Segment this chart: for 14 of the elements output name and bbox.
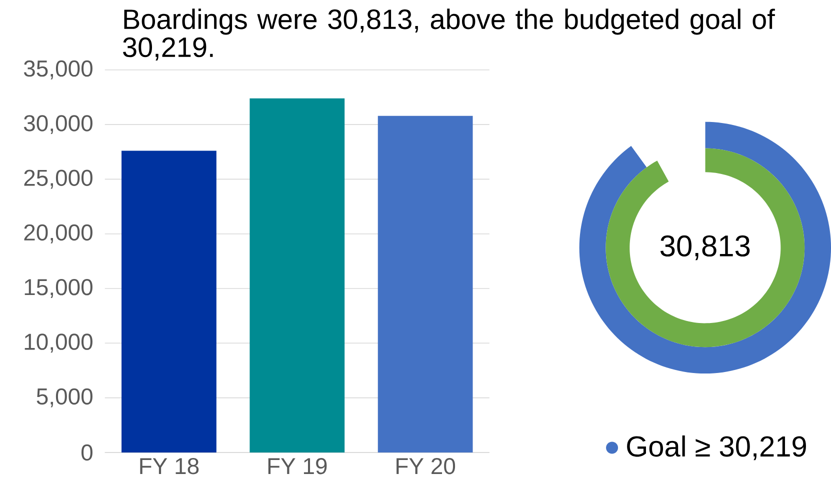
y-tick-label: 35,000 <box>24 60 92 80</box>
y-tick-label: 5,000 <box>36 388 92 408</box>
y-tick-label: 30,000 <box>24 114 92 134</box>
x-tick-label: FY 19 <box>268 458 327 474</box>
legend-label: Goal ≥ 30,219 <box>627 435 806 460</box>
y-tick-label: 25,000 <box>24 170 92 188</box>
x-tick-label: FY 18 <box>140 458 199 474</box>
text: 30,813 <box>660 235 750 260</box>
chart-title: Boardings were 30,813, above the budgeted goal of 30,219. <box>123 8 775 60</box>
y-tick-label: 20,000 <box>24 224 92 244</box>
x-tick-label: FY 20 <box>396 458 456 474</box>
y-tick-label: 10,000 <box>24 333 92 352</box>
y-tick-label: 15,000 <box>24 278 92 298</box>
y-tick-label: 0 <box>81 444 92 460</box>
